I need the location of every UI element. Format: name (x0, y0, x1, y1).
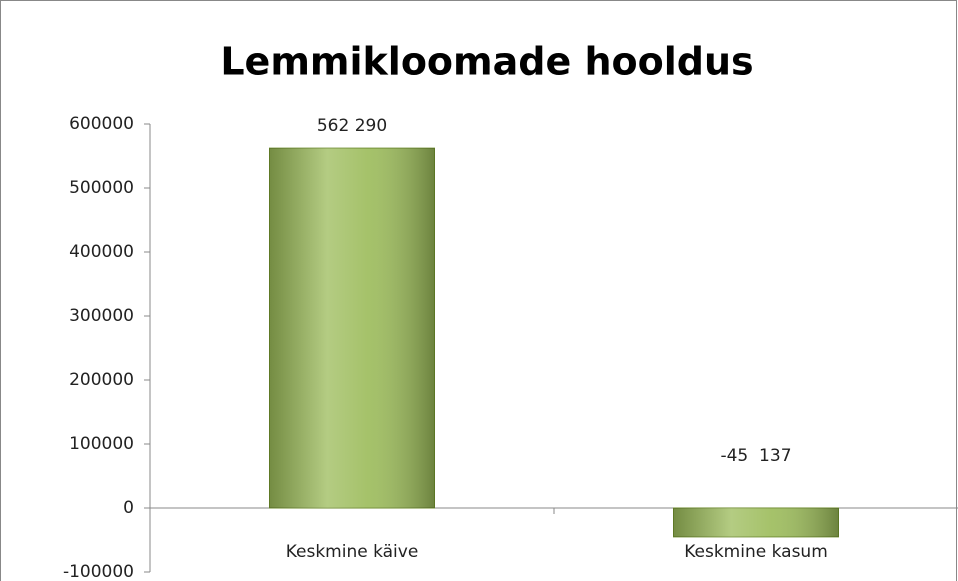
y-tick-label: -100000 (63, 562, 134, 581)
bar-shade (673, 508, 839, 537)
y-tick-label: 200000 (69, 370, 134, 390)
y-tick-label: 400000 (69, 242, 134, 262)
bar-shade (269, 148, 435, 508)
data-label: -45 137 (720, 446, 791, 466)
y-tick-label: 0 (123, 498, 134, 518)
chart-title: Lemmikloomade hooldus (220, 40, 753, 84)
y-tick-label: 300000 (69, 306, 134, 326)
x-tick-label: Keskmine kasum (684, 542, 828, 562)
x-tick-label: Keskmine käive (286, 542, 419, 562)
y-tick-label: 500000 (69, 178, 134, 198)
y-tick-label: 100000 (69, 434, 134, 454)
data-label: 562 290 (317, 116, 387, 136)
y-tick-label: 600000 (69, 114, 134, 134)
